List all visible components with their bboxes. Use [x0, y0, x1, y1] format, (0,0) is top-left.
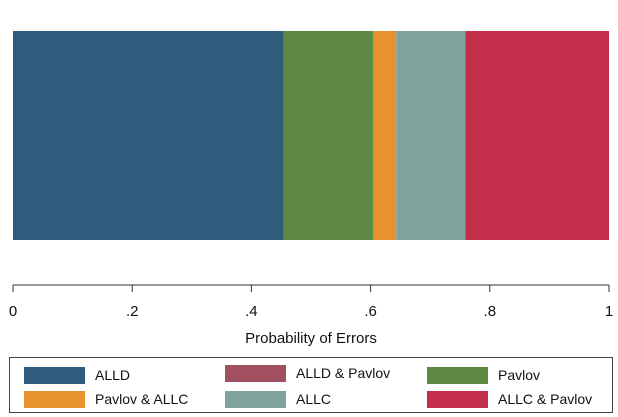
bar-segment-allc: [396, 31, 466, 240]
legend-swatch-allc: [225, 390, 286, 408]
legend-swatch-pavlov-allc: [24, 390, 85, 408]
x-tick-label: 1: [605, 303, 613, 320]
x-tick-label: .2: [126, 303, 139, 320]
legend-label-allc: ALLC: [296, 391, 332, 407]
legend-item-alld: ALLD: [24, 365, 130, 385]
x-axis-label: Probability of Errors: [245, 330, 377, 347]
bar-segment-pavlov: [283, 31, 373, 240]
bar-segment-alld: [13, 31, 284, 240]
bar-segment-allc-pavlov: [465, 31, 609, 240]
x-tick-label: 0: [9, 303, 17, 320]
legend-label-pavlov-allc: Pavlov & ALLC: [95, 391, 189, 407]
legend-item-pavlov: Pavlov: [427, 365, 540, 385]
legend-item-allc: ALLC: [225, 389, 331, 409]
legend: ALLD ALLD & Pavlov Pavlov Pavlov & ALLC …: [9, 357, 613, 413]
x-axis-ticks: 0 .2 .4 .6 .8 1: [9, 285, 613, 320]
legend-swatch-alld-pavlov: [225, 364, 286, 382]
legend-label-pavlov: Pavlov: [498, 367, 541, 383]
x-tick-label: .6: [364, 303, 377, 320]
legend-label-allc-pavlov: ALLC & Pavlov: [498, 391, 593, 407]
legend-label-alld-pavlov: ALLD & Pavlov: [296, 365, 391, 381]
legend-item-pavlov-allc: Pavlov & ALLC: [24, 389, 188, 409]
x-tick-label: .4: [245, 303, 258, 320]
bar-segment-pavlov-allc: [372, 31, 397, 240]
stacked-bar-chart: 0 .2 .4 .6 .8 1 Probability of Errors: [9, 31, 613, 347]
legend-item-allc-pavlov: ALLC & Pavlov: [427, 389, 592, 409]
bar-segments: [13, 31, 609, 240]
legend-swatch-alld: [24, 366, 85, 384]
legend-label-alld: ALLD: [95, 367, 131, 383]
legend-item-alld-pavlov: ALLD & Pavlov: [225, 363, 390, 383]
legend-swatch-allc-pavlov: [427, 390, 488, 408]
legend-swatch-pavlov: [427, 366, 488, 384]
x-tick-label: .8: [484, 303, 497, 320]
